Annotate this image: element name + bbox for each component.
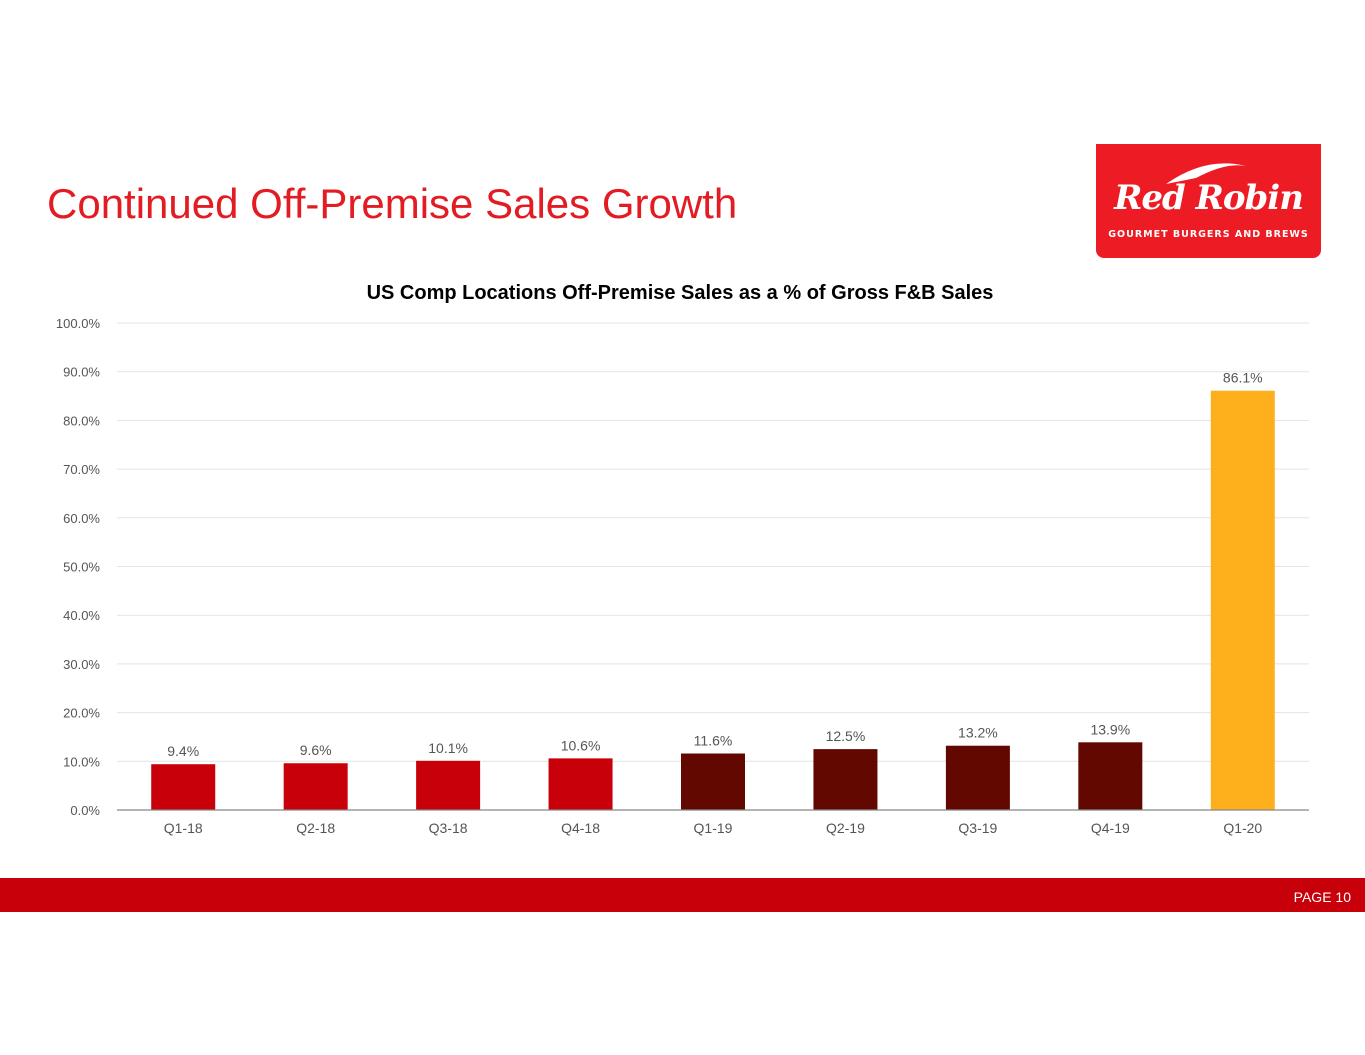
data-labels: 9.4% 9.6% 10.1% 10.6% 11.6% 12.5% 13.2% 13.9% 86… <box>167 370 1262 760</box>
data-label: 9.4% <box>167 743 199 759</box>
y-tick-label: 70.0% <box>63 462 100 477</box>
data-label: 13.9% <box>1090 721 1130 737</box>
y-tick-label: 30.0% <box>63 657 100 672</box>
data-label: 10.1% <box>428 740 468 756</box>
x-tick-label: Q3-19 <box>958 820 997 836</box>
y-tick-label: 50.0% <box>63 560 100 575</box>
chart-bars <box>151 390 1275 810</box>
x-tick-label: Q1-18 <box>164 820 203 836</box>
page-number: PAGE 10 <box>1293 889 1351 905</box>
bar-q3-18 <box>416 760 481 810</box>
bar-chart: US Comp Locations Off-Premise Sales as a… <box>56 282 1309 836</box>
x-axis: Q1-18 Q2-18 Q3-18 Q4-18 Q1-19 Q2-19 Q3-19 Q4-19… <box>117 809 1309 836</box>
data-label: 10.6% <box>561 737 601 753</box>
bar-q4-19 <box>1078 742 1143 810</box>
bar-q3-19 <box>945 745 1010 810</box>
data-label: 86.1% <box>1223 370 1263 386</box>
y-tick-label: 20.0% <box>63 706 100 721</box>
data-label: 13.2% <box>958 725 998 741</box>
bar-q2-18 <box>283 763 348 810</box>
bar-q1-20 <box>1210 390 1275 810</box>
bar-q1-18 <box>151 764 216 810</box>
slide-title: Continued Off-Premise Sales Growth <box>47 180 738 227</box>
bar-q2-19 <box>813 749 878 810</box>
footer-bar: PAGE 10 <box>0 878 1365 912</box>
x-tick-label: Q1-20 <box>1223 820 1262 836</box>
y-tick-label: 10.0% <box>63 754 100 769</box>
logo-swoosh-icon <box>1166 163 1246 184</box>
y-tick-label: 0.0% <box>70 803 100 818</box>
chart-title: US Comp Locations Off-Premise Sales as a… <box>367 282 994 304</box>
y-axis: 0.0% 10.0% 20.0% 30.0% 40.0% 50.0% 60.0% 70.0% 8… <box>56 316 101 818</box>
red-robin-logo: Red Robin GOURMET BURGERS AND BREWS <box>1096 144 1321 258</box>
y-tick-label: 100.0% <box>56 316 101 331</box>
y-tick-label: 90.0% <box>63 365 100 380</box>
y-tick-label: 40.0% <box>63 608 100 623</box>
bar-q4-18 <box>548 758 613 810</box>
x-tick-label: Q4-19 <box>1091 820 1130 836</box>
bar-q1-19 <box>681 753 745 810</box>
chart-gridlines <box>117 322 1309 762</box>
y-tick-label: 60.0% <box>63 511 100 526</box>
logo-wordmark: Red Robin <box>1114 178 1304 218</box>
data-label: 9.6% <box>300 742 332 758</box>
x-tick-label: Q2-18 <box>296 820 335 836</box>
data-label: 12.5% <box>826 728 866 744</box>
x-tick-label: Q2-19 <box>826 820 865 836</box>
logo-tagline: GOURMET BURGERS AND BREWS <box>1108 229 1309 240</box>
y-tick-label: 80.0% <box>63 413 100 428</box>
x-tick-label: Q3-18 <box>429 820 468 836</box>
data-label: 11.6% <box>694 733 733 749</box>
x-tick-label: Q1-19 <box>694 820 733 836</box>
x-tick-label: Q4-18 <box>561 820 600 836</box>
